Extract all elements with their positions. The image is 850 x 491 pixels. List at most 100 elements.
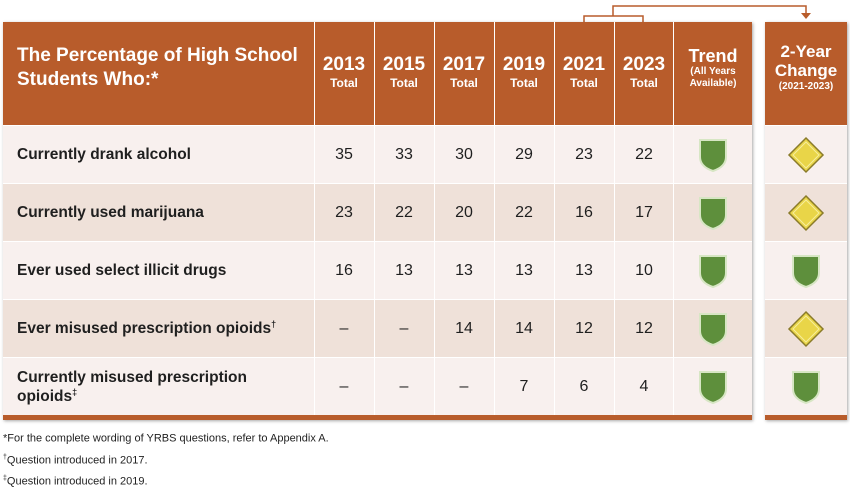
value-2019: 14: [515, 319, 533, 337]
table-header: The Percentage of High School Students W…: [3, 22, 752, 126]
green-shield-icon: [792, 254, 820, 288]
year-label: 2015: [382, 54, 426, 75]
row-label: Currently drank alcohol: [17, 146, 191, 163]
trend-cell: [674, 358, 752, 415]
green-shield-icon: [699, 138, 727, 172]
column-divider: [554, 22, 555, 415]
table-row: Currently misused prescription opioids‡ …: [3, 358, 752, 416]
comparison-arrow: [583, 5, 811, 23]
year-label: 2023: [622, 54, 666, 75]
column-divider: [494, 22, 495, 415]
value-2017: 20: [455, 203, 473, 221]
value-2019: 7: [519, 377, 529, 395]
trend-cell: [674, 184, 752, 241]
value-2013: –: [339, 319, 349, 337]
total-label: Total: [390, 76, 418, 90]
change-sub: (2021-2023): [778, 81, 834, 92]
row-label: Ever misused prescription opioids†: [17, 318, 277, 337]
table-row: Currently drank alcohol 35 33 30 29 23 2…: [3, 126, 752, 184]
value-2019: 22: [515, 203, 533, 221]
table-row: Currently used marijuana 23 22 20 22 16 …: [3, 184, 752, 242]
value-2021: 23: [575, 145, 593, 163]
data-table: The Percentage of High School Students W…: [3, 22, 752, 420]
change-row: [765, 184, 847, 242]
two-year-change-panel: 2-Year Change (2021-2023): [765, 22, 847, 420]
total-label: Total: [570, 76, 598, 90]
total-label: Total: [510, 76, 538, 90]
trend-cell: [674, 126, 752, 183]
value-2013: 35: [335, 145, 353, 163]
footnote-2019: ‡Question introduced in 2019.: [3, 475, 148, 488]
value-2017: 30: [455, 145, 473, 163]
yellow-diamond-icon: [787, 310, 825, 347]
green-shield-icon: [699, 196, 727, 230]
value-2015: –: [399, 377, 409, 395]
value-2023: 10: [635, 261, 653, 279]
value-2021: 16: [575, 203, 593, 221]
column-divider: [434, 22, 435, 415]
change-label-1: 2-Year: [780, 42, 832, 61]
total-label: Total: [630, 76, 658, 90]
value-2017: 13: [455, 261, 473, 279]
green-shield-icon: [792, 370, 820, 404]
col-header-2015: 2015 Total: [375, 54, 433, 90]
change-row: [765, 242, 847, 300]
trend-cell: [674, 300, 752, 357]
change-cell: [765, 184, 847, 241]
trend-sub-1: (All Years: [690, 66, 736, 77]
table-footer-bar: [3, 415, 752, 420]
change-row: [765, 126, 847, 184]
value-2023: 4: [639, 377, 649, 395]
yellow-diamond-icon: [787, 136, 825, 173]
value-2013: 16: [335, 261, 353, 279]
row-label: Currently misused prescription opioids‡: [17, 368, 247, 405]
value-2019: 29: [515, 145, 533, 163]
footnote-2017: †Question introduced in 2017.: [3, 454, 148, 467]
value-2017: 14: [455, 319, 473, 337]
value-2015: 13: [395, 261, 413, 279]
col-header-2021: 2021 Total: [555, 54, 613, 90]
value-2013: 23: [335, 203, 353, 221]
change-label-2: Change: [774, 61, 838, 80]
value-2015: 22: [395, 203, 413, 221]
value-2013: –: [339, 377, 349, 395]
col-header-2017: 2017 Total: [435, 54, 493, 90]
value-2019: 13: [515, 261, 533, 279]
column-divider: [314, 22, 315, 415]
value-2023: 12: [635, 319, 653, 337]
change-row: [765, 358, 847, 416]
value-2021: 12: [575, 319, 593, 337]
change-cell: [765, 242, 847, 299]
change-footer-bar: [765, 415, 847, 420]
total-label: Total: [330, 76, 358, 90]
row-label: Ever used select illicit drugs: [17, 262, 227, 279]
col-header-2023: 2023 Total: [615, 54, 673, 90]
col-header-trend: Trend (All Years Available): [674, 46, 752, 90]
total-label: Total: [450, 76, 478, 90]
col-header-2013: 2013 Total: [315, 54, 373, 90]
footnote-wording: *For the complete wording of YRBS questi…: [3, 432, 329, 445]
change-cell: [765, 300, 847, 357]
column-divider: [614, 22, 615, 415]
year-label: 2013: [322, 54, 366, 75]
row-label: Currently used marijuana: [17, 204, 204, 221]
value-2015: –: [399, 319, 409, 337]
col-header-change: 2-Year Change (2021-2023): [765, 42, 847, 94]
yellow-diamond-icon: [787, 194, 825, 231]
col-header-2019: 2019 Total: [495, 54, 553, 90]
green-shield-icon: [699, 312, 727, 346]
value-2015: 33: [395, 145, 413, 163]
value-2017: –: [459, 377, 469, 395]
table-row: Ever misused prescription opioids† – – 1…: [3, 300, 752, 358]
change-row: [765, 300, 847, 358]
value-2021: 13: [575, 261, 593, 279]
change-cell: [765, 358, 847, 415]
trend-cell: [674, 242, 752, 299]
trend-sub-2: Available): [689, 78, 737, 89]
year-label: 2021: [562, 54, 606, 75]
table-title: The Percentage of High School Students W…: [17, 45, 298, 90]
change-cell: [765, 126, 847, 183]
value-2023: 17: [635, 203, 653, 221]
change-header: 2-Year Change (2021-2023): [765, 22, 847, 126]
value-2021: 6: [579, 377, 589, 395]
